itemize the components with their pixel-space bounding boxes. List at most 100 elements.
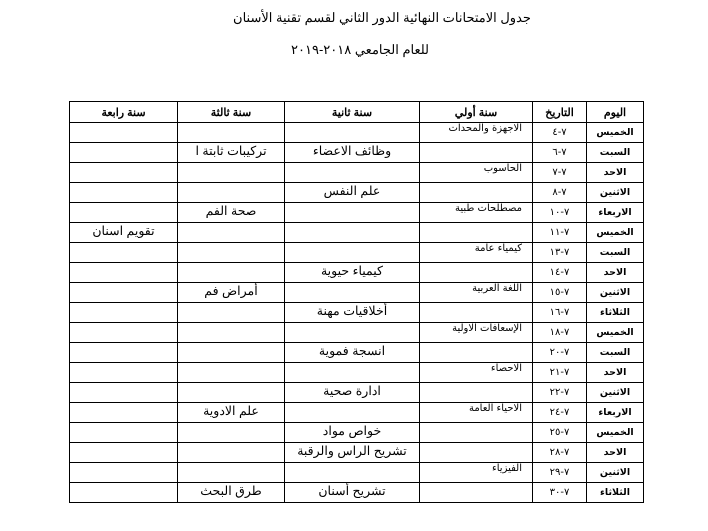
header-day: اليوم xyxy=(586,101,644,123)
year2-cell-text: تشريح الراس والرقبة xyxy=(297,444,407,458)
header-year4: سنة رابعة xyxy=(69,101,178,123)
year4-cell xyxy=(69,422,178,443)
year4-cell: تقويم اسنان xyxy=(69,222,178,243)
year3-cell xyxy=(177,362,285,383)
date-cell: ٧-٢٨ xyxy=(532,442,587,463)
year3-cell xyxy=(177,242,285,263)
table-row: السبت ٧-١٣ كيمياء عامة xyxy=(69,242,644,263)
day-cell-text: الثلاثاء xyxy=(600,307,630,318)
date-cell: ٧-٤ xyxy=(532,122,587,143)
day-cell-text: الخميس xyxy=(596,127,634,138)
exam-schedule-table: اليوم التاريخ سنة أولي سنة ثانية سنة ثال… xyxy=(69,101,644,503)
date-cell: ٧-٢١ xyxy=(532,362,587,383)
year2-cell-text: أخلاقيات مهنة xyxy=(316,304,388,318)
table-row: السبت ٧-٦ وظائف الاعضاء تركيبات ثابتة ا xyxy=(69,142,644,163)
year1-cell xyxy=(419,342,533,363)
year3-cell xyxy=(177,262,285,283)
year4-cell xyxy=(69,442,178,463)
year2-cell-text: وظائف الاعضاء xyxy=(312,144,392,158)
table-row: الاثنين ٧-٢٩ الفيزياء xyxy=(69,462,644,483)
date-cell: ٧-٧ xyxy=(532,162,587,183)
year2-cell xyxy=(284,122,420,143)
year4-cell xyxy=(69,142,178,163)
date-cell-text: ٧-٨ xyxy=(552,187,567,198)
date-cell: ٧-١٣ xyxy=(532,242,587,263)
day-cell: السبت xyxy=(586,242,644,263)
day-cell: الاحد xyxy=(586,162,644,183)
year1-cell: مصطلحات طبية xyxy=(419,202,533,223)
year2-cell xyxy=(284,202,420,223)
day-cell: الخميس xyxy=(586,122,644,143)
year1-cell xyxy=(419,182,533,203)
year3-cell xyxy=(177,302,285,323)
year1-cell-text: الاحصاء xyxy=(490,363,522,375)
date-cell: ٧-٢٢ xyxy=(532,382,587,403)
year3-cell: طرق البحث xyxy=(177,482,285,503)
day-cell-text: السبت xyxy=(599,347,631,358)
year2-cell: تشريح الراس والرقبة xyxy=(284,442,420,463)
table-row: الثلاثاء ٧-١٦ أخلاقيات مهنة xyxy=(69,302,644,323)
header-year1: سنة أولي xyxy=(419,101,533,123)
year3-cell xyxy=(177,342,285,363)
table-row: الخميس ٧-٢٥ خواص مواد xyxy=(69,422,644,443)
year3-cell xyxy=(177,442,285,463)
year2-cell: أخلاقيات مهنة xyxy=(284,302,420,323)
year3-cell xyxy=(177,162,285,183)
year4-cell xyxy=(69,462,178,483)
year3-cell xyxy=(177,122,285,143)
year1-cell xyxy=(419,482,533,503)
year3-cell-text: تركيبات ثابتة ا xyxy=(195,144,267,158)
day-cell: الاربعاء xyxy=(586,202,644,223)
year4-cell xyxy=(69,122,178,143)
date-cell: ٧-١٥ xyxy=(532,282,587,303)
day-cell: السبت xyxy=(586,342,644,363)
year1-cell-text: كيمياء عامة xyxy=(474,243,522,255)
year1-cell xyxy=(419,222,533,243)
year1-cell-text: مصطلحات طبية xyxy=(455,203,522,215)
table-row: الاربعاء ٧-٢٤ الاحياء العامة علم الادوية xyxy=(69,402,644,423)
date-cell: ٧-١٠ xyxy=(532,202,587,223)
day-cell-text: الخميس xyxy=(596,327,634,338)
year2-cell-text: علم النفس xyxy=(323,184,381,198)
year1-cell-text: الاحياء العامة xyxy=(468,403,522,415)
date-cell-text: ٧-١٥ xyxy=(549,287,570,298)
day-cell: الخميس xyxy=(586,422,644,443)
year2-cell: وظائف الاعضاء xyxy=(284,142,420,163)
year3-cell: صحة الفم xyxy=(177,202,285,223)
date-cell: ٧-٢٩ xyxy=(532,462,587,483)
year2-cell xyxy=(284,362,420,383)
year4-cell xyxy=(69,482,178,503)
year2-cell-text: انسجة فموية xyxy=(318,344,386,358)
day-cell: الاحد xyxy=(586,262,644,283)
year4-cell xyxy=(69,362,178,383)
day-cell-text: الثلاثاء xyxy=(600,487,630,498)
year2-cell xyxy=(284,222,420,243)
year4-cell xyxy=(69,302,178,323)
date-cell-text: ٧-٢٠ xyxy=(549,347,570,358)
day-cell-text: الاربعاء xyxy=(598,407,632,418)
year2-cell: ادارة صحية xyxy=(284,382,420,403)
year1-cell xyxy=(419,442,533,463)
day-cell: الثلاثاء xyxy=(586,302,644,323)
year3-cell xyxy=(177,222,285,243)
year2-cell xyxy=(284,322,420,343)
table-row: السبت ٧-٢٠ انسجة فموية xyxy=(69,342,644,363)
year4-cell xyxy=(69,162,178,183)
year3-cell xyxy=(177,322,285,343)
date-cell-text: ٧-٢٥ xyxy=(549,427,570,438)
day-cell: الاحد xyxy=(586,362,644,383)
year3-cell xyxy=(177,182,285,203)
year2-cell: كيمياء حيوية xyxy=(284,262,420,283)
year2-cell xyxy=(284,402,420,423)
year2-cell xyxy=(284,462,420,483)
year2-cell-text: كيمياء حيوية xyxy=(320,264,384,278)
date-cell-text: ٧-٢٤ xyxy=(549,407,570,418)
date-cell: ٧-١٤ xyxy=(532,262,587,283)
year3-cell: تركيبات ثابتة ا xyxy=(177,142,285,163)
date-cell-text: ٧-٧ xyxy=(552,167,567,178)
year4-cell xyxy=(69,202,178,223)
year2-cell: انسجة فموية xyxy=(284,342,420,363)
year3-cell: علم الادوية xyxy=(177,402,285,423)
date-cell-text: ٧-١١ xyxy=(549,227,570,238)
header-year2: سنة ثانية xyxy=(284,101,420,123)
